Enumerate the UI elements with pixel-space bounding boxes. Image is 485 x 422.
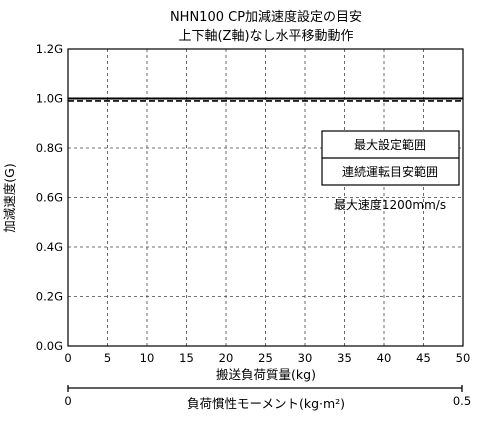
x-tick-label: 20 [219,351,234,365]
y-tick-labels: 0.0G 0.2G 0.4G 0.6G 0.8G 1.0G 1.2G [36,42,63,353]
annotation-max-speed: 最大速度1200mm/s [334,197,446,212]
series-layer [68,97,463,102]
y-tick-label: 1.0G [36,92,63,106]
y-tick-label: 0.0G [36,339,63,353]
secondary-axis-max-label: 0.5 [453,394,471,408]
secondary-axis: 0 0.5 負荷慣性モーメント(kg·m²) [64,385,471,411]
plot-area-frame [67,48,464,347]
y-tick-label: 0.8G [36,141,63,155]
y-tick-label: 0.6G [36,191,63,205]
x-tick-label: 0 [64,351,71,365]
y-axis-label: 加減速度(G) [2,163,17,232]
x-tick-label: 50 [456,351,471,365]
chart-subtitle: 上下軸(Z軸)なし水平移動動作 [178,29,353,44]
x-tick-label: 25 [258,351,273,365]
y-tick-label: 0.4G [36,240,63,254]
legend-entry-continuous: 連続運転目安範囲 [342,164,438,179]
y-tick-label: 0.2G [36,290,63,304]
x-tick-label: 15 [179,351,194,365]
x-tick-label: 5 [104,351,111,365]
x-tick-labels: 0 5 10 15 20 25 30 35 40 45 50 [64,351,470,365]
x-tick-label: 40 [377,351,392,365]
legend-entry-max: 最大設定範囲 [354,137,426,152]
x-tick-label: 10 [140,351,155,365]
x-tick-label: 45 [416,351,431,365]
secondary-axis-label: 負荷慣性モーメント(kg·m²) [187,396,345,411]
legend: 最大設定範囲 連続運転目安範囲 [321,130,460,186]
x-axis-label: 搬送負荷質量(kg) [216,367,316,382]
x-tick-label: 35 [337,351,352,365]
secondary-axis-min-label: 0 [64,394,71,408]
y-tick-label: 1.2G [36,42,63,56]
chart-title: NHN100 CP加減速度設定の目安 [170,9,362,25]
x-tick-label: 30 [298,351,313,365]
